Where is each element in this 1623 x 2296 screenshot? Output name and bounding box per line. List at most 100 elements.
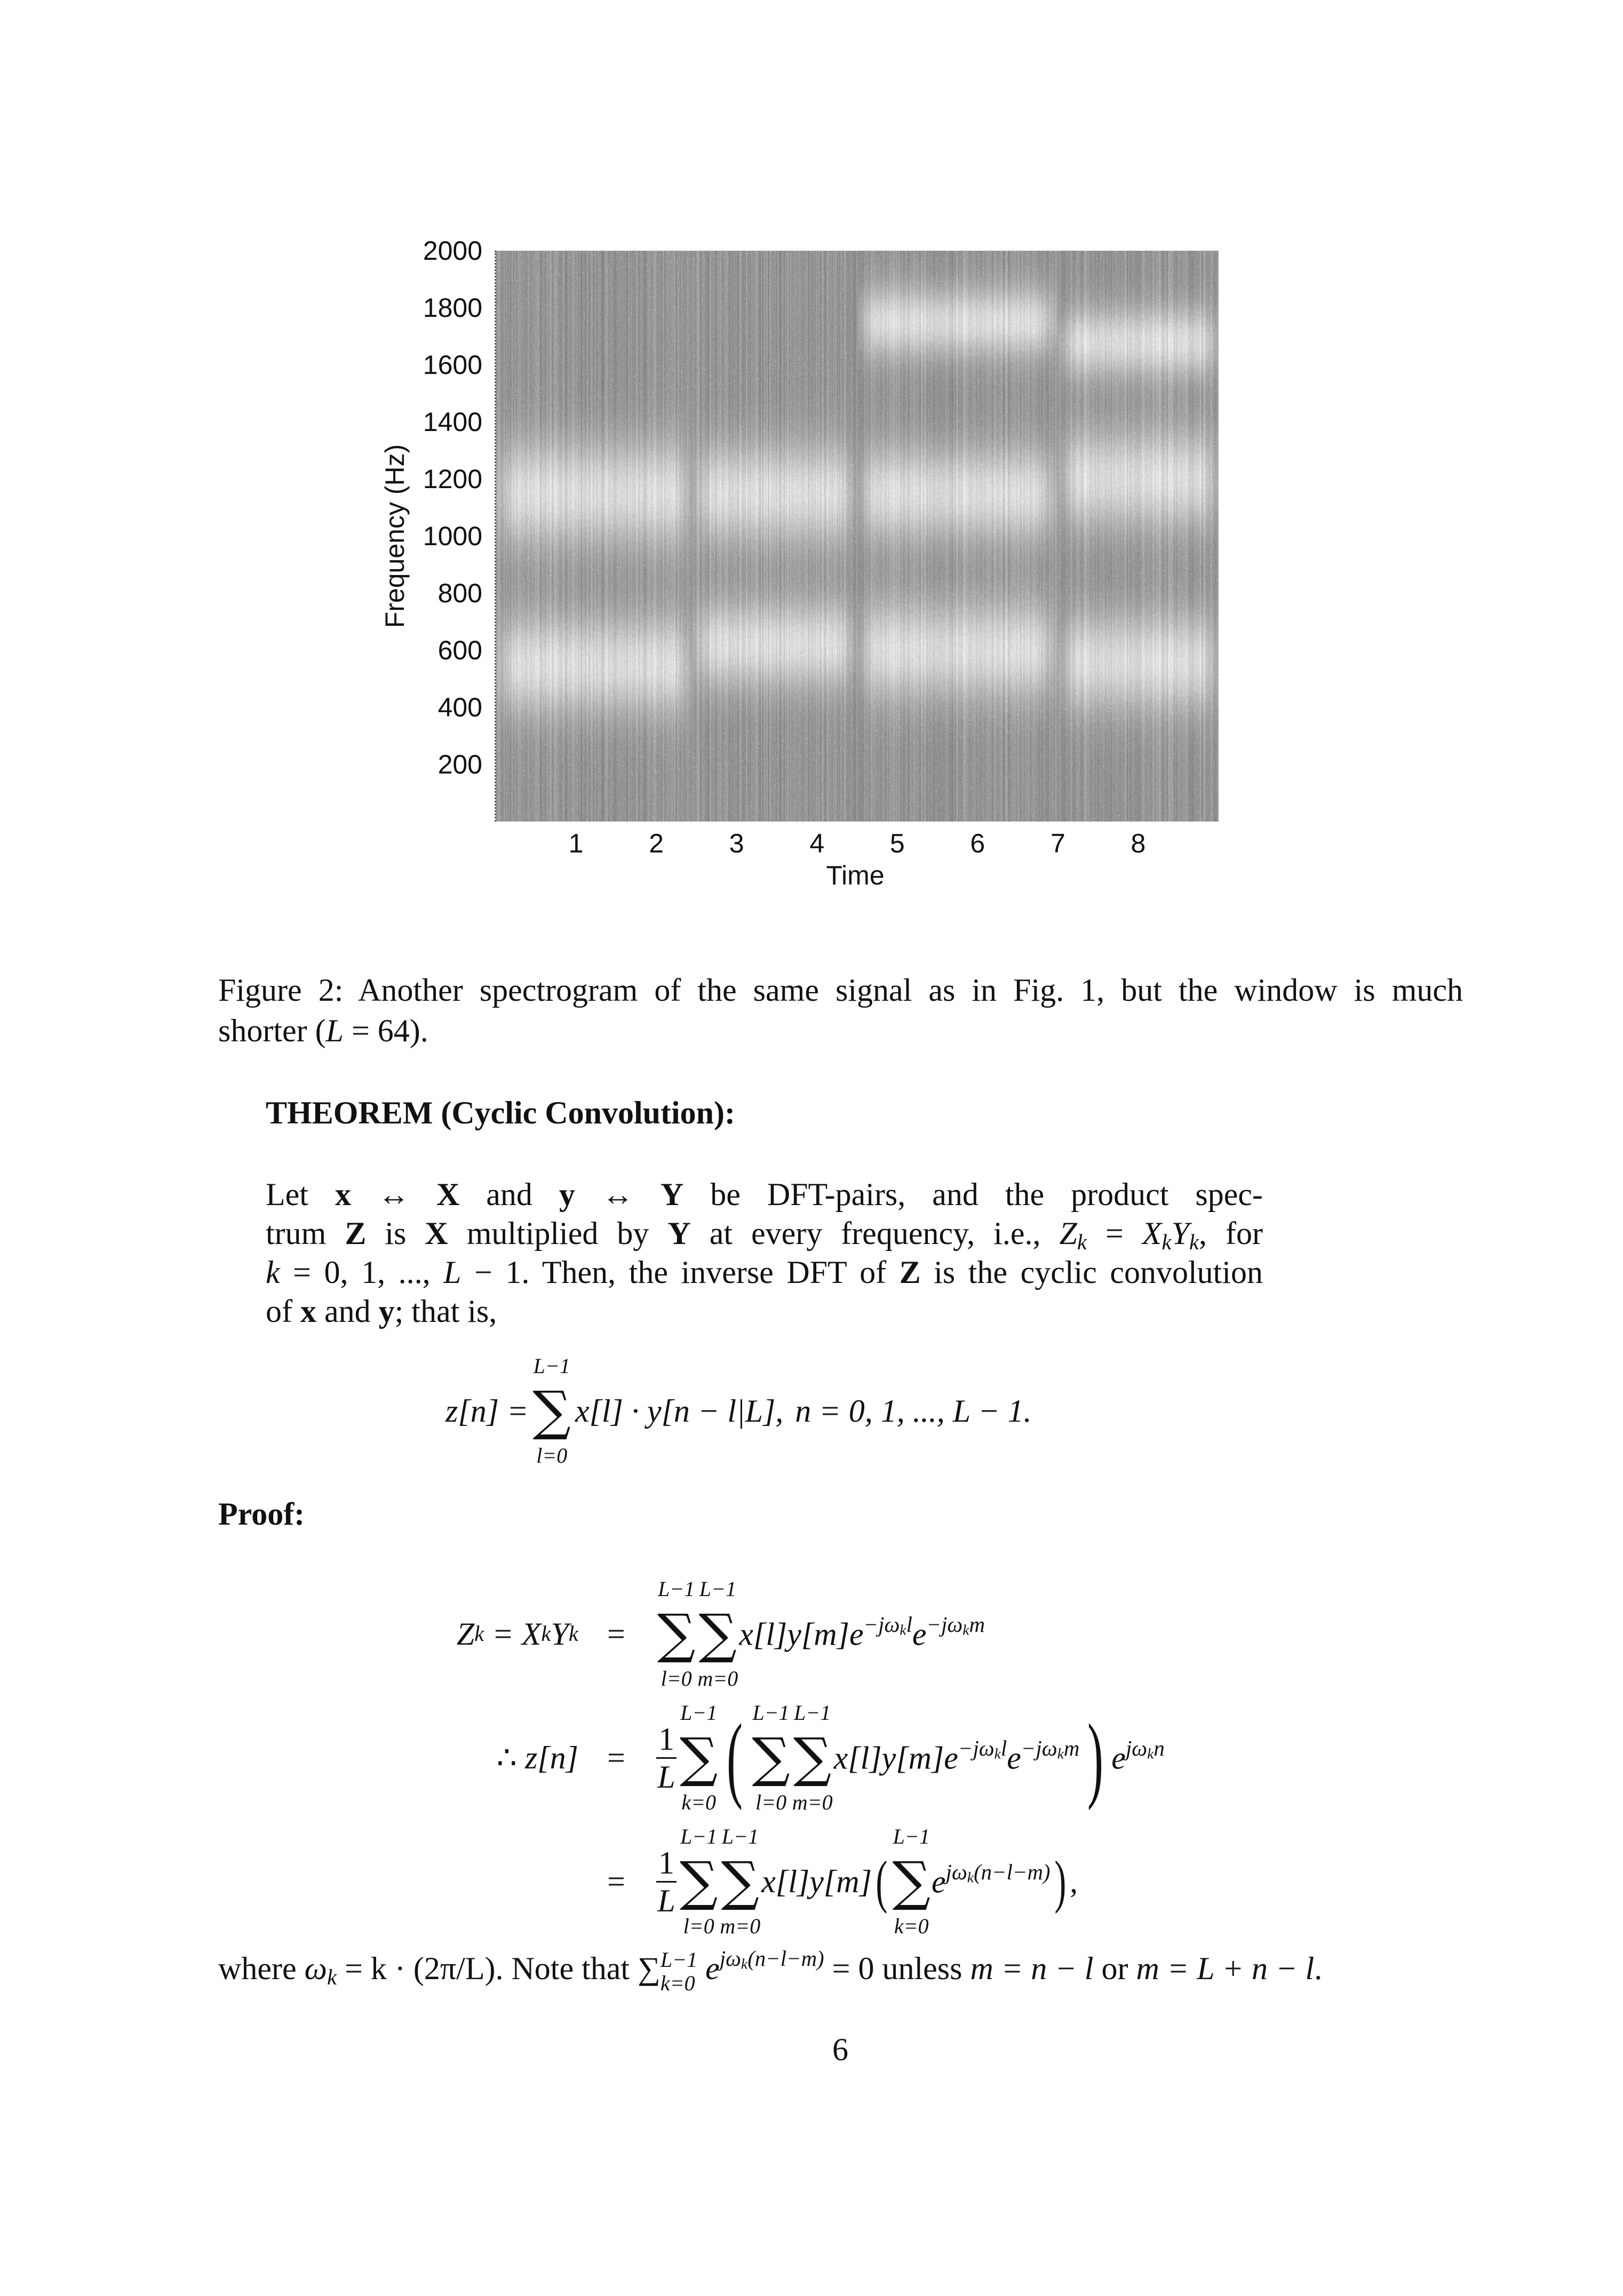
sum-lower-limit: m=0 [792,1790,833,1814]
y-tick-label: 1000 [423,521,482,551]
where-text: = k · (2π/L). Note that [337,1950,638,1986]
bold-symbol: Y [667,1216,691,1251]
y-tick-label: 2000 [423,236,482,266]
sigma-symbol: ∑ [532,1380,571,1442]
y-tick-label: 1400 [423,407,482,437]
y-tick-label: 1600 [423,350,482,380]
row3-body: x[l]y[m] [761,1864,872,1899]
summation: L−1 ∑ l=0 [533,1353,571,1469]
row2-equals: = [607,1740,625,1775]
text-run: and [459,1177,559,1212]
exp: l [906,1613,912,1637]
e: e [1111,1740,1126,1776]
sum-upper-limit: L−1 [658,1577,695,1601]
spectrogram-image [496,251,1219,822]
x-tick-label: 2 [649,828,664,858]
where-line: where ωk = k · (2π/L). Note that ∑ L−1 k=0… [218,1948,1322,1995]
denominator: L [657,1759,675,1795]
text-run: and [316,1294,379,1329]
math-symbol: Y [1171,1216,1189,1251]
text-run: is [366,1216,425,1251]
period: . [1314,1950,1323,1986]
figure-caption-line-1: Figure 2: Another spectrogram of the sam… [218,972,1463,1008]
sum-lower-limit: l=0 [755,1790,787,1814]
sum-m: L−1 ∑ m=0 [697,1576,738,1692]
text-run: at every frequency, i.e., [690,1216,1060,1251]
sum-upper-limit: L−1 [721,1824,759,1848]
body-text: x[l]y[m]e [833,1740,958,1776]
text-run: Let [266,1177,335,1212]
text-run: − 1. Then, the inverse DFT of [461,1255,900,1290]
sum-upper-limit: L−1 [680,1701,718,1725]
y-tick-label: 1200 [423,464,482,494]
lhs-eq-X: = X [484,1616,542,1652]
y-tick-label: 800 [437,578,482,608]
equation-body: x[l] · y[n − l|L], [575,1393,784,1429]
text-run: ↔ [351,1177,436,1212]
exp-sub: k [900,1622,906,1639]
where-text: or [1093,1950,1136,1986]
sigma-symbol: ∑ [680,1726,718,1789]
numerator: 1 [656,1721,677,1759]
text-run: of [266,1294,300,1329]
text-run: is the cyclic convolution [920,1255,1263,1290]
y-tick-label: 200 [437,750,482,779]
bold-symbol: Z [899,1255,921,1290]
equation-range: n = 0, 1, ..., L − 1. [795,1393,1032,1429]
exp-sub: k [1057,1745,1064,1763]
where-text: = 0 unless [824,1950,970,1986]
exp: m [969,1613,985,1637]
math-symbol: k [266,1255,280,1290]
x-tick-label: 3 [729,828,744,858]
exp-sub: k [962,1622,969,1639]
lhs-sub: k [568,1621,578,1646]
exp: jω [719,1947,741,1971]
exp: m [1063,1736,1080,1761]
omega: ω [304,1950,327,1986]
text-run: , for [1199,1216,1263,1251]
e: e [931,1864,946,1900]
text-run: = [1086,1216,1142,1251]
sum-lower-limit: m=0 [720,1914,761,1938]
cyclic-convolution-equation: z[n] = L−1 ∑ l=0 x[l] · y[n − l|L], n = … [445,1350,1032,1472]
sigma-symbol: ∑ [657,1603,696,1665]
sigma-symbol: ∑ [892,1850,930,1912]
spectrogram-figure: 200 400 600 800 1000 1200 1400 1600 1800 2000 1 2 3… [0,0,1623,907]
sum-lower-limit: l=0 [683,1914,714,1938]
x-tick-label: 1 [568,828,584,858]
lhs-Y: Y [551,1616,569,1652]
y-tick-label: 600 [437,635,482,665]
text-run: trum [266,1216,345,1251]
lhs-sub: k [474,1621,484,1646]
row3-equals: = [607,1864,625,1899]
row1-rhs: L−1 ∑ l=0 L−1 ∑ m=0 x[l]y[m]e−jωkle−jωkm [656,1573,985,1695]
condition-2: m = L + n − l [1136,1950,1315,1986]
sum-upper-limit: L−1 [660,1948,698,1972]
x-tick-label: 6 [970,828,985,858]
x-axis-label: Time [826,860,885,890]
bold-symbol: X [425,1216,448,1251]
sum-lower-limit: k=0 [660,1971,695,1995]
sum-m: L−1 ∑ m=0 [792,1700,833,1815]
text-run: ↔ [575,1177,661,1212]
where-text: where [218,1950,305,1986]
omega-sub: k [327,1965,337,1989]
row2-exponential: ejωkn [1111,1737,1165,1777]
lhs-z: z[n] [524,1740,578,1775]
proof-heading: Proof: [218,1496,305,1532]
math-symbol: X [1142,1216,1162,1251]
sum-upper-limit: L−1 [680,1824,718,1848]
row1-body: x[l]y[m]e−jωkle−jωkm [739,1614,985,1653]
sum-lower-limit: m=0 [697,1667,738,1691]
denominator: L [657,1883,675,1918]
sum-k: L−1 ∑ k=0 [680,1700,718,1815]
exp-sub: k [967,1869,974,1886]
x-tick-label: 4 [809,828,825,858]
sum-upper-limit: L−1 [893,1824,930,1848]
exp: −jω [1021,1736,1057,1761]
x-tick-label: 5 [889,828,905,858]
bold-symbol: x [300,1294,316,1329]
